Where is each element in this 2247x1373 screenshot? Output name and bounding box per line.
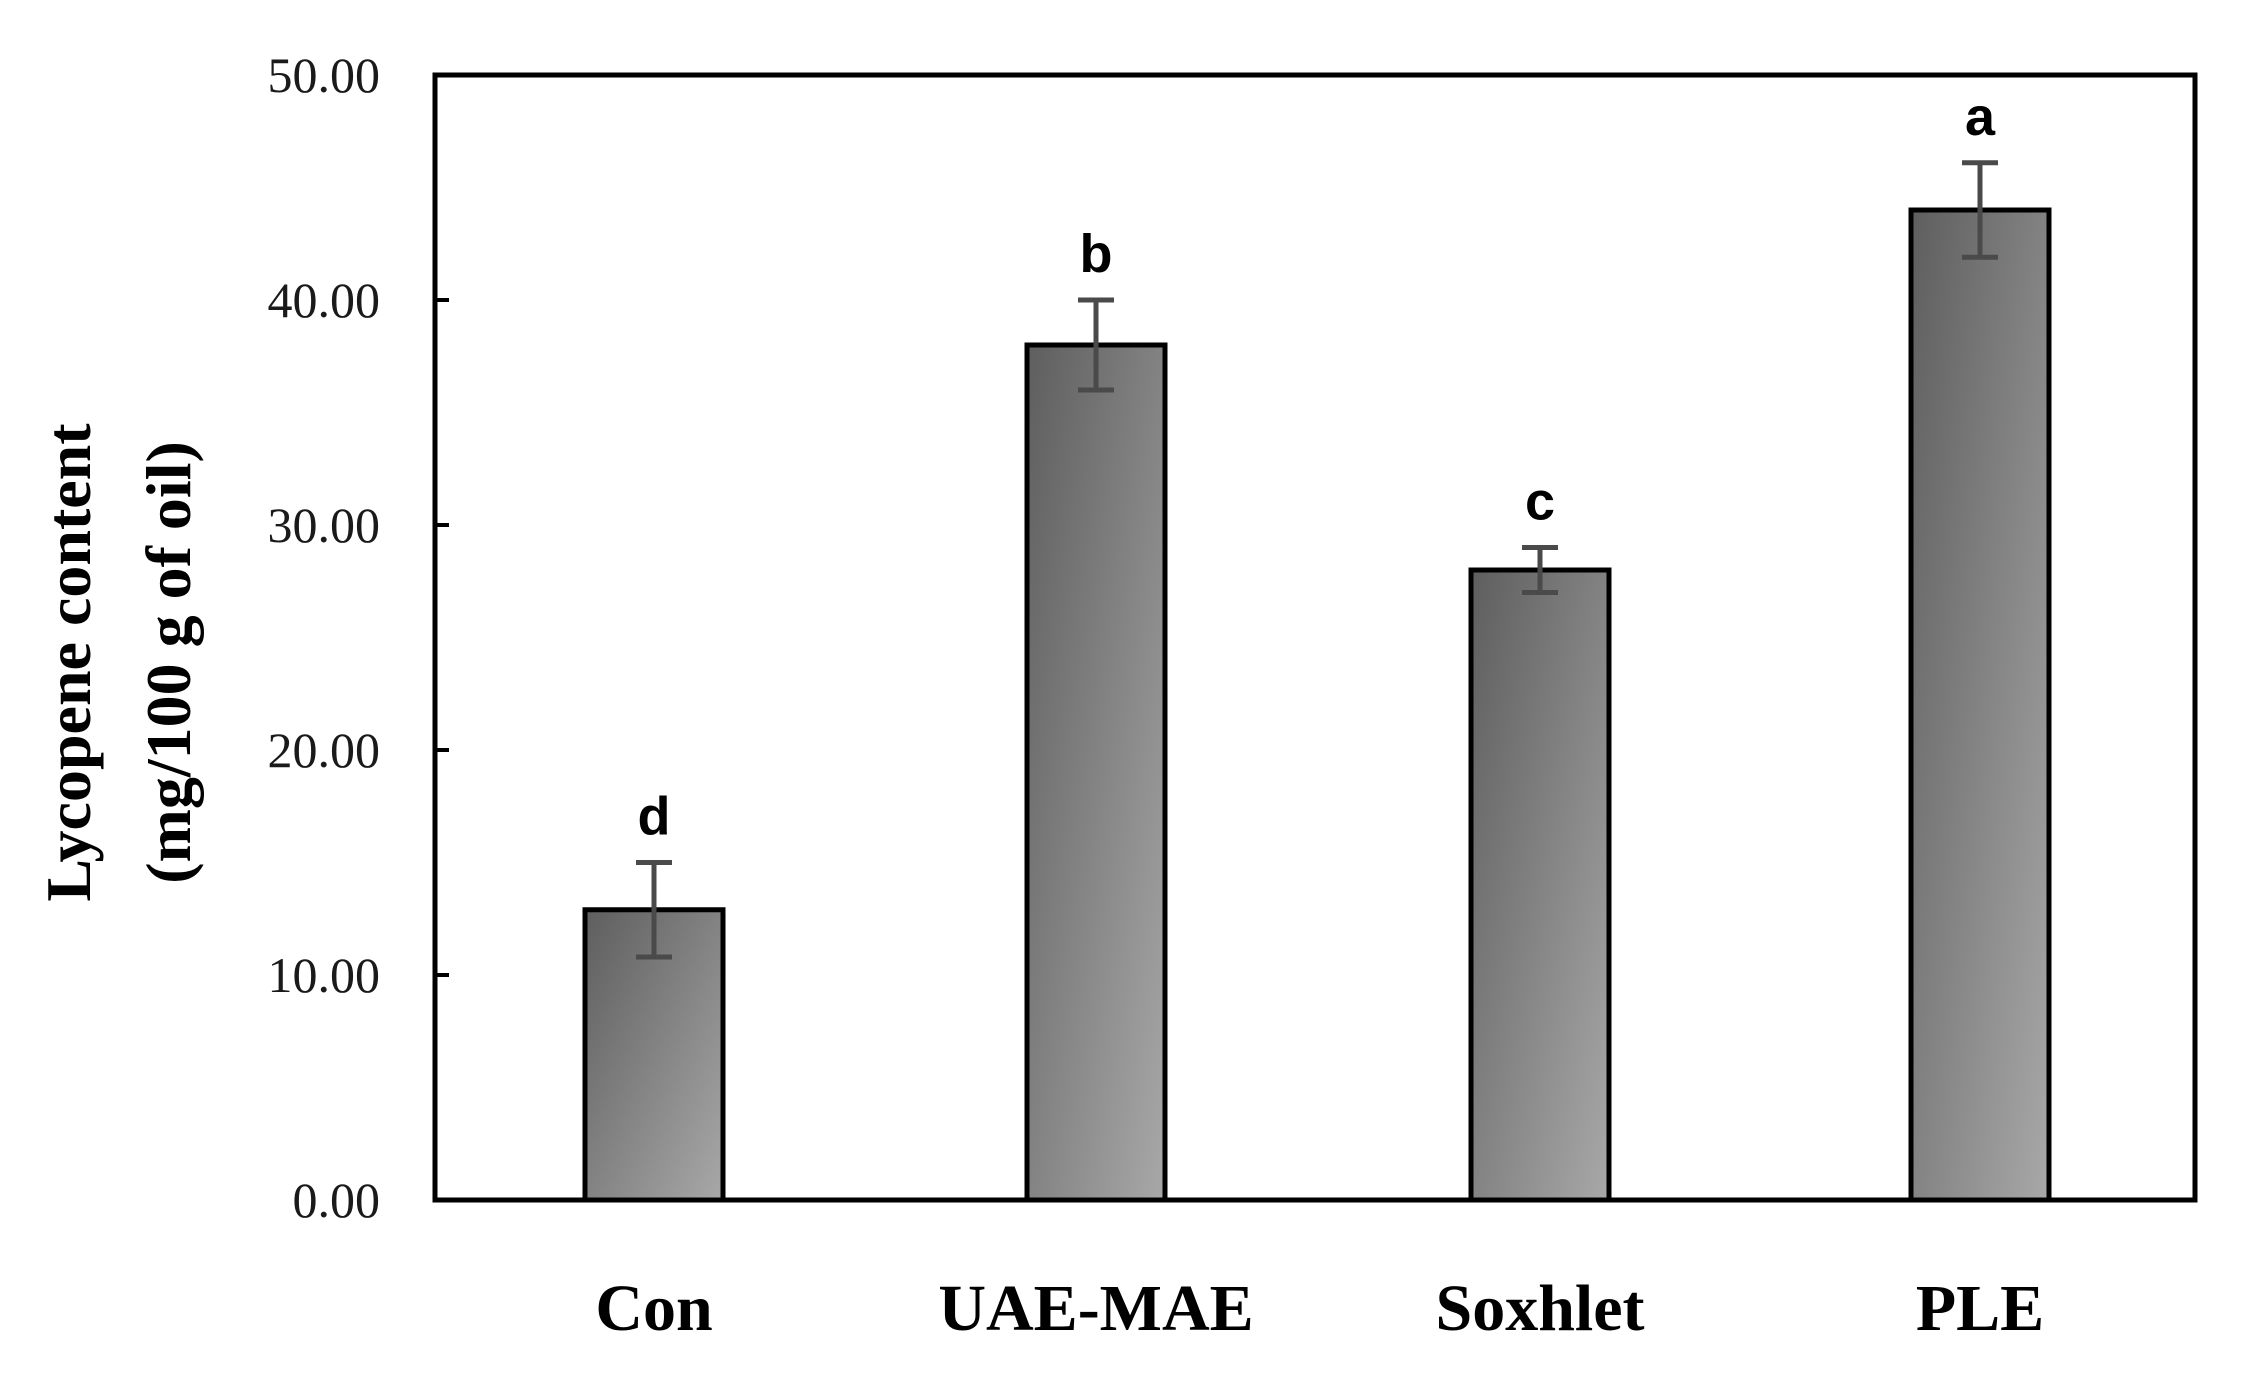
y-tick-label: 20.00: [268, 722, 381, 778]
y-tick-label: 30.00: [268, 497, 381, 553]
y-axis-title-line: (mg/100 g of oil): [133, 441, 204, 884]
bar-uae-mae: [1024, 342, 1168, 1203]
significance-letter: d: [638, 787, 671, 847]
x-axis-categories: Con UAE-MAE Soxhlet PLE: [595, 1272, 2044, 1345]
significance-letter: c: [1525, 472, 1555, 532]
y-tick-label: 0.00: [293, 1172, 381, 1228]
y-axis-title: Lycopene content (mg/100 g of oil): [33, 423, 204, 902]
y-tick-label: 40.00: [268, 272, 381, 328]
y-axis-ticks: 0.00 10.00 20.00 30.00 40.00 50.00: [268, 47, 449, 1228]
y-tick-label: 50.00: [268, 47, 381, 103]
error-bar: [1078, 297, 1114, 393]
x-category-label: Con: [595, 1272, 712, 1345]
x-category-label: UAE-MAE: [938, 1272, 1253, 1345]
significance-labels: d b c a: [638, 87, 1996, 847]
x-category-label: PLE: [1916, 1272, 2044, 1345]
x-category-label: Soxhlet: [1435, 1272, 1644, 1345]
bars-group: [582, 207, 2052, 1203]
bar-ple: [1908, 207, 2052, 1203]
bar-soxhlet: [1468, 567, 1612, 1203]
y-axis-title-line: Lycopene content: [33, 423, 104, 902]
significance-letter: b: [1080, 224, 1113, 284]
error-bars-group: [636, 160, 1998, 960]
error-bar: [636, 860, 672, 960]
error-bar: [1522, 545, 1558, 595]
plot-frame: [432, 72, 2198, 1203]
error-bar: [1962, 160, 1998, 260]
y-tick-label: 10.00: [268, 947, 381, 1003]
significance-letter: a: [1965, 87, 1996, 147]
